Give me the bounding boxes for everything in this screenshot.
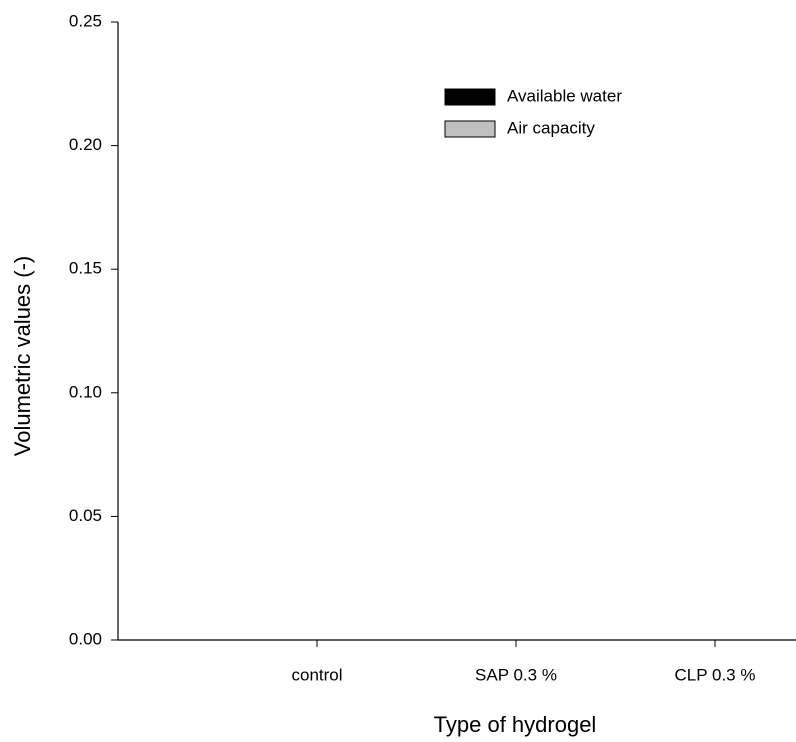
y-tick-label: 0.15 [69,259,102,278]
y-tick-label: 0.00 [69,629,102,648]
x-axis-title: Type of hydrogel [434,712,597,737]
x-tick-label: SAP 0.3 % [475,665,557,684]
legend-swatch [444,120,496,138]
y-tick-label: 0.25 [69,11,102,30]
legend-label: Available water [507,86,622,105]
x-tick-label: CLP 0.3 % [675,665,756,684]
legend-swatch [444,88,496,106]
y-tick-label: 0.05 [69,506,102,525]
y-tick-label: 0.20 [69,135,102,154]
y-axis-title: Volumetric values (-) [10,256,35,457]
legend-label: Air capacity [507,118,595,137]
x-tick-label: control [291,665,342,684]
y-tick-label: 0.10 [69,382,102,401]
